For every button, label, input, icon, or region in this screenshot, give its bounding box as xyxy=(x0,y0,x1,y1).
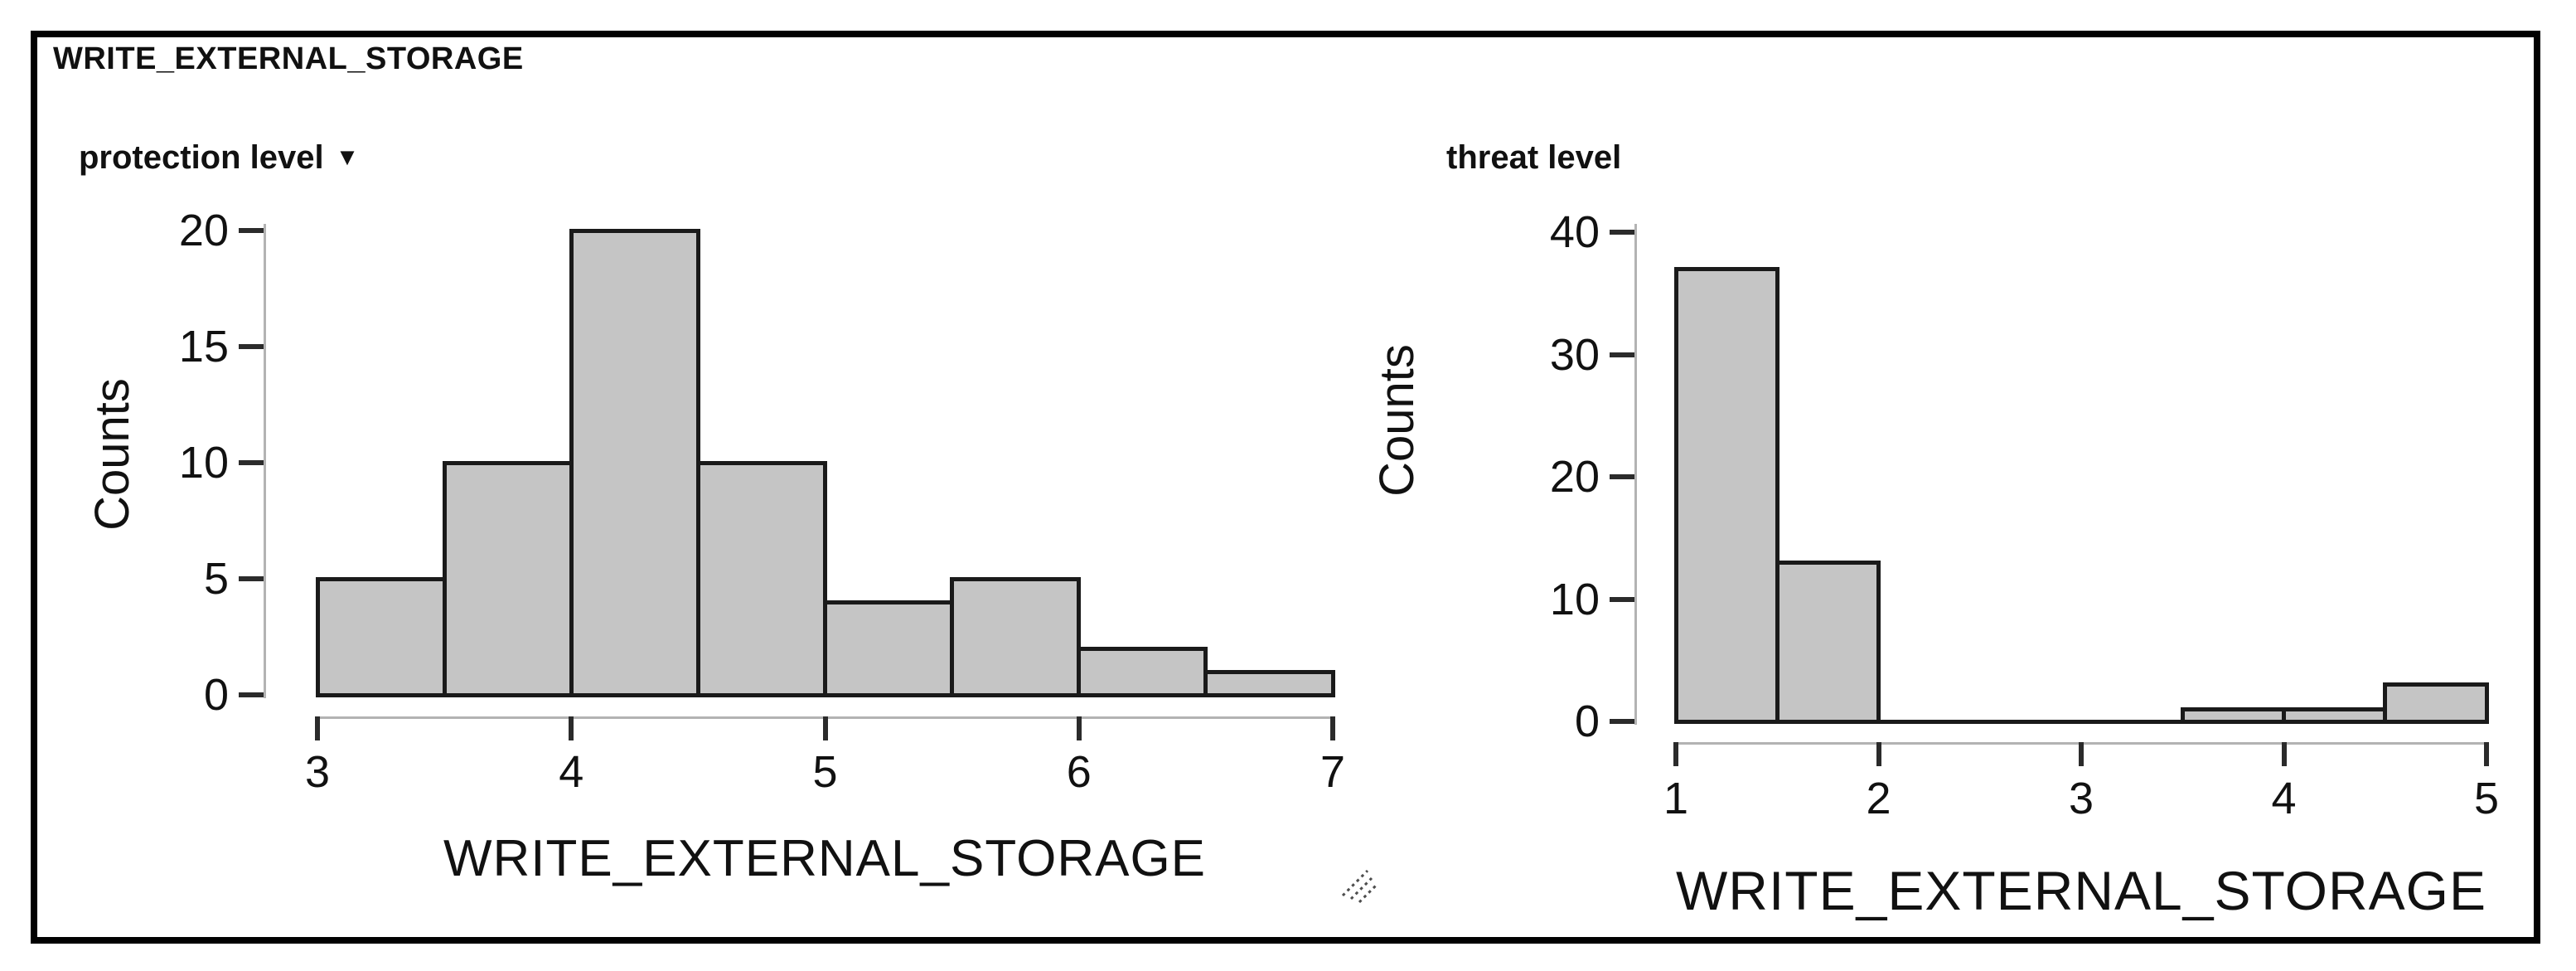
y-tick xyxy=(1610,719,1634,724)
y-tick-label: 0 xyxy=(203,670,229,720)
y-tick xyxy=(1610,596,1634,602)
left-chart-header-label: protection level xyxy=(79,139,324,176)
histogram-bar xyxy=(315,576,447,697)
y-tick xyxy=(1610,352,1634,357)
histogram-bar xyxy=(950,576,1082,697)
x-tick-label: 2 xyxy=(1866,774,1891,823)
x-tick xyxy=(315,716,320,740)
x-tick-label: 4 xyxy=(559,747,584,797)
histogram-bar xyxy=(1203,669,1335,697)
plot-panel-frame xyxy=(31,31,2540,944)
x-tick xyxy=(2079,742,2084,766)
y-tick-label: 0 xyxy=(1574,697,1600,746)
y-tick-label: 15 xyxy=(178,322,229,371)
x-tick xyxy=(1673,742,1678,766)
y-tick xyxy=(239,460,264,465)
x-tick xyxy=(1076,716,1082,740)
y-tick-label: 40 xyxy=(1549,207,1600,257)
x-tick-label: 3 xyxy=(304,747,331,797)
x-tick-label: 1 xyxy=(1663,774,1689,823)
histogram-baseline xyxy=(1673,719,2489,724)
histogram-bar xyxy=(1775,560,1881,724)
y-tick xyxy=(239,228,264,233)
left-chart-header[interactable]: protection level ▼ xyxy=(79,139,359,177)
histogram-bar xyxy=(1077,646,1208,697)
y-tick-label: 5 xyxy=(203,554,229,604)
resize-grip-icon[interactable] xyxy=(1336,864,1379,907)
right-chart-header[interactable]: threat level xyxy=(1446,139,1621,177)
x-tick xyxy=(2281,742,2287,766)
x-tick-label: 6 xyxy=(1066,747,1092,797)
histogram-bar xyxy=(823,600,955,697)
x-tick xyxy=(822,716,828,740)
histogram-bar xyxy=(695,460,827,697)
x-tick-label: 5 xyxy=(812,747,838,797)
y-tick xyxy=(1610,230,1634,235)
y-axis-line xyxy=(1634,224,1637,725)
y-tick xyxy=(1610,474,1634,479)
x-tick-label: 5 xyxy=(2473,774,2500,823)
y-tick-label: 30 xyxy=(1549,329,1600,380)
histogram-bar xyxy=(569,228,700,697)
x-tick-label: 7 xyxy=(1319,747,1346,797)
y-axis-line xyxy=(264,224,266,698)
histogram-bar xyxy=(1673,266,1779,724)
y-tick-label: 20 xyxy=(178,206,229,255)
right-x-axis-label: WRITE_EXTERNAL_STORAGE xyxy=(1675,860,2486,921)
y-tick-label: 20 xyxy=(1549,452,1600,502)
x-tick xyxy=(569,716,574,740)
right-y-axis-label: Counts xyxy=(1370,344,1424,497)
triangle-down-icon[interactable]: ▼ xyxy=(335,144,360,171)
x-tick-label: 3 xyxy=(2068,774,2094,823)
left-x-axis-label: WRITE_EXTERNAL_STORAGE xyxy=(443,830,1207,887)
histogram-bar xyxy=(2180,706,2286,724)
x-tick-label: 4 xyxy=(2271,774,2297,823)
right-chart-header-label: threat level xyxy=(1446,139,1622,176)
y-tick xyxy=(239,344,264,349)
y-tick-label: 10 xyxy=(178,438,229,488)
y-tick xyxy=(239,576,264,581)
histogram-bar xyxy=(2282,706,2388,724)
x-tick xyxy=(1330,716,1335,740)
histogram-bar xyxy=(442,460,574,697)
y-tick xyxy=(239,692,264,697)
histogram-bar xyxy=(2383,682,2489,724)
y-tick-label: 10 xyxy=(1549,574,1600,624)
x-tick xyxy=(2484,742,2489,766)
x-tick xyxy=(1876,742,1881,766)
panel-title: WRITE_EXTERNAL_STORAGE xyxy=(53,41,524,76)
